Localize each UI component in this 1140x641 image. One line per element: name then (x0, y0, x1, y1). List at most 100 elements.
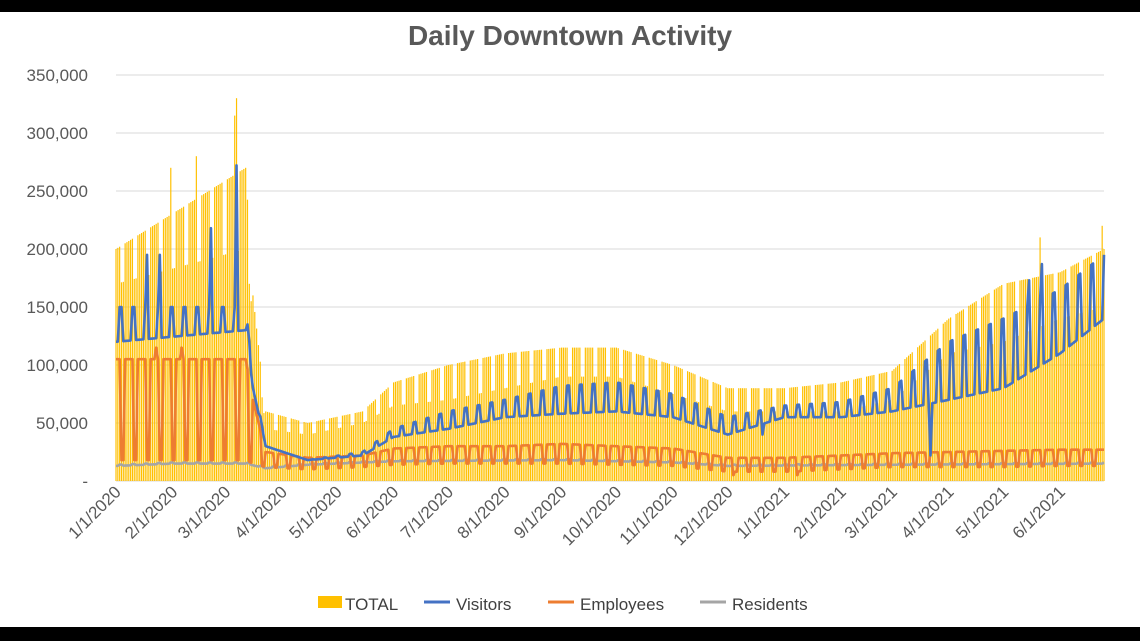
total-bar (884, 372, 886, 481)
total-bar (188, 203, 190, 481)
total-bar (697, 402, 700, 481)
total-bar (750, 388, 753, 481)
total-bar (482, 357, 484, 481)
total-bar (623, 349, 625, 481)
total-bar (907, 355, 910, 481)
total-bar (1002, 341, 1005, 481)
total-bar (1081, 312, 1083, 481)
total-bar (283, 416, 285, 481)
total-bar (1015, 336, 1017, 481)
total-bar (159, 272, 161, 481)
total-bar (783, 388, 785, 481)
total-bar (995, 288, 997, 481)
total-bar (670, 393, 672, 481)
total-bar (699, 376, 701, 481)
total-bar (862, 406, 864, 481)
total-bar (749, 411, 751, 481)
total-bar (833, 383, 835, 481)
total-bar (391, 406, 393, 481)
total-bar (277, 414, 280, 481)
total-bar (900, 392, 902, 481)
total-bar (657, 389, 659, 481)
total-bar (396, 381, 398, 481)
x-tick-label: 1/1/2021 (733, 482, 793, 542)
total-bar (1059, 272, 1061, 481)
total-bar (1063, 270, 1065, 481)
total-bar (836, 411, 838, 481)
total-bar (765, 388, 767, 481)
total-bar (796, 386, 798, 481)
total-bar (1096, 252, 1098, 481)
total-bar (555, 377, 557, 481)
total-bar (414, 403, 417, 481)
x-tick-label: 4/1/2021 (897, 482, 957, 542)
total-bar (701, 377, 703, 481)
total-bar (1088, 256, 1090, 481)
total-bar (486, 357, 488, 481)
x-tick-label: 6/1/2020 (342, 482, 402, 542)
total-bar (332, 417, 334, 481)
total-bar (1041, 326, 1043, 481)
total-bar (308, 422, 311, 481)
total-bar (241, 170, 243, 481)
total-bar (1037, 276, 1039, 481)
y-tick-label: 250,000 (27, 182, 88, 201)
total-bar (739, 388, 742, 481)
total-bar (895, 367, 897, 481)
total-bar (1028, 331, 1030, 481)
total-bar (608, 376, 610, 481)
x-axis-ticks: 1/1/20202/1/20203/1/20204/1/20205/1/2020… (65, 482, 1069, 549)
total-bar (635, 353, 638, 481)
total-bar (845, 381, 848, 481)
total-bar (402, 404, 404, 481)
total-bar (385, 389, 387, 481)
total-bar (1086, 257, 1089, 481)
total-bar (937, 328, 939, 481)
total-bar (464, 361, 466, 481)
total-bar (865, 376, 868, 481)
total-bar (867, 376, 870, 481)
x-tick-label: 12/1/2020 (670, 482, 737, 549)
total-bar (372, 401, 375, 481)
total-bar (1024, 279, 1027, 481)
total-bar (467, 395, 470, 481)
total-bar (292, 418, 294, 481)
total-bar (953, 352, 955, 481)
total-bar (719, 385, 722, 481)
total-bar (392, 382, 395, 481)
total-bar (245, 167, 247, 482)
total-bar (1034, 277, 1036, 481)
total-bar (798, 411, 800, 481)
total-bar (891, 370, 893, 481)
total-bar (133, 278, 135, 481)
total-bar (621, 378, 623, 481)
legend-label-total: TOTAL (345, 595, 398, 614)
total-bar (1006, 283, 1008, 481)
total-bar (772, 411, 775, 481)
total-bar (323, 419, 325, 481)
total-bar (356, 412, 358, 481)
total-bar (237, 250, 239, 481)
total-bar (829, 383, 831, 481)
y-tick-label: 350,000 (27, 66, 88, 85)
total-bar (1077, 262, 1080, 481)
total-bar (469, 360, 471, 481)
total-bar (590, 347, 592, 481)
total-bar (743, 388, 745, 481)
total-bar (179, 208, 181, 481)
total-bar (248, 283, 250, 481)
total-bar (303, 421, 305, 481)
total-bar (403, 404, 406, 481)
total-bar (738, 388, 740, 481)
total-bar (221, 182, 223, 481)
total-bar (745, 388, 747, 481)
total-bar (168, 215, 170, 481)
total-bar (177, 210, 179, 482)
total-bar (519, 385, 521, 481)
total-bar (876, 403, 879, 481)
total-bar (741, 388, 743, 481)
total-bar (771, 388, 773, 481)
x-tick-label: 3/1/2020 (174, 482, 234, 542)
total-bar (672, 394, 674, 481)
total-bar (920, 343, 922, 481)
